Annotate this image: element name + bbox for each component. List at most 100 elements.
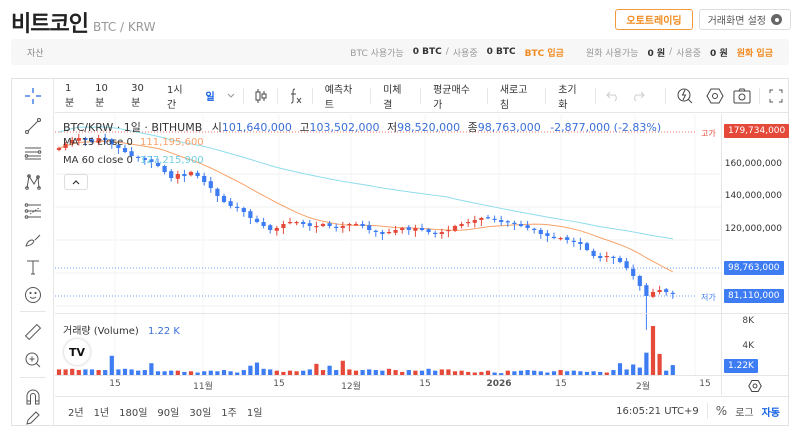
refresh-button[interactable]: 새로고침 — [499, 84, 528, 111]
interval-10min[interactable]: 10분 — [95, 82, 108, 109]
toolbar-divider — [370, 87, 372, 104]
high-label: 고 — [299, 121, 310, 134]
fib-tool[interactable] — [22, 200, 44, 222]
time-tick: 2026 — [486, 379, 512, 389]
interval-dropdown[interactable] — [223, 79, 239, 112]
krw-deposit-link[interactable]: 원화 입금 — [736, 48, 773, 59]
crosshair-tool[interactable] — [22, 85, 44, 107]
chevron-up-icon — [72, 179, 80, 184]
ma60-legend[interactable]: MA 60 close 0 127,215,900 — [63, 155, 204, 166]
interval-30min[interactable]: 30분 — [131, 82, 144, 109]
quick-search-button[interactable] — [670, 79, 701, 112]
pencil-icon — [26, 411, 40, 425]
ma15-legend[interactable]: MA 15 close 0 111,195,600 — [63, 137, 204, 148]
page-title: 비트코인 — [11, 12, 89, 37]
pattern-icon — [25, 174, 41, 190]
toolbar-divider — [486, 87, 488, 104]
range-1w[interactable]: 1주 — [221, 407, 237, 419]
page-header: 비트코인 BTC / KRW — [11, 6, 155, 37]
screen-settings-button[interactable]: 거래화면 설정 — [698, 9, 791, 30]
range-1d[interactable]: 1일 — [246, 407, 263, 419]
zoom-in-tool[interactable] — [22, 349, 44, 371]
low-marker: 저가 — [701, 293, 716, 302]
clock[interactable]: 16:05:21 UTC+9 — [616, 405, 699, 417]
avg-buy-price-button[interactable]: 평균매수가 — [433, 84, 470, 111]
range-30d[interactable]: 30일 — [189, 407, 212, 419]
range-180d[interactable]: 180일 — [119, 407, 148, 419]
range-2y[interactable]: 2년 — [68, 407, 84, 419]
range-90d[interactable]: 90일 — [157, 407, 180, 419]
fullscreen-button[interactable] — [764, 79, 788, 112]
asset-label: 자산 — [27, 48, 44, 59]
btc-deposit-link[interactable]: BTC 입금 — [524, 48, 564, 59]
trend-line-tool[interactable] — [22, 115, 44, 137]
indicators-button[interactable] — [282, 79, 307, 112]
price-tick: 120,000,000 — [724, 224, 782, 234]
tool-divider — [20, 377, 46, 378]
camera-icon — [733, 88, 751, 103]
emoji-icon — [25, 287, 41, 303]
ma60-value: 127,215,900 — [140, 155, 204, 166]
time-tick: 11월 — [193, 382, 213, 392]
chart-container: 1분 10분 30분 1시간 일 예측차트 미체결 평균매수가 새로고침 초기화 — [11, 78, 790, 426]
krw-in-use-value: 0 원 — [710, 48, 728, 59]
tradingview-icon: TV — [68, 345, 86, 359]
magnet-tool[interactable] — [22, 386, 44, 408]
ma15-label: MA 15 close 0 — [63, 137, 133, 148]
btc-in-use-value: 0 BTC — [486, 47, 516, 57]
undo-button[interactable] — [600, 79, 625, 112]
pattern-tool[interactable] — [22, 171, 44, 193]
reset-button[interactable]: 초기화 — [558, 84, 577, 111]
pane-divider[interactable] — [55, 313, 788, 314]
parallel-channel-tool[interactable] — [22, 142, 44, 164]
redo-button[interactable] — [626, 79, 651, 112]
emoji-tool[interactable] — [22, 284, 44, 306]
price-axis[interactable]: 179,734,000 160,000,000 140,000,000 120,… — [721, 114, 790, 389]
interval-day[interactable]: 일 — [205, 92, 215, 103]
time-tick: 15 — [699, 379, 711, 389]
fullscreen-icon — [769, 89, 783, 102]
slash: / — [669, 47, 673, 57]
axis-settings-button[interactable] — [721, 375, 788, 395]
trend-line-icon — [25, 118, 41, 134]
auto-scale-toggle[interactable]: 자동 — [761, 407, 780, 419]
low-value: 98,520,000 — [397, 121, 461, 134]
forecast-chart-button[interactable]: 예측차트 — [324, 84, 353, 111]
screen-settings-label: 거래화면 설정 — [707, 16, 766, 27]
high-value: 103,502,000 — [309, 121, 380, 134]
price-tick: 160,000,000 — [724, 159, 782, 169]
chart-toolbar: 1분 10분 30분 1시간 일 예측차트 미체결 평균매수가 새로고침 초기화 — [55, 79, 788, 113]
fib-icon — [24, 203, 41, 219]
close-value: 98,763,000 — [477, 121, 541, 134]
candlestick-icon — [255, 88, 267, 103]
screenshot-button[interactable] — [728, 79, 755, 112]
volume-tick: 4K — [742, 341, 754, 351]
log-toggle[interactable]: 로그 — [735, 407, 754, 419]
toolbar-divider — [665, 87, 666, 104]
ruler-tool[interactable] — [22, 321, 44, 343]
drawing-toolbar — [12, 79, 54, 425]
settings-hexagon-icon — [705, 88, 724, 103]
interval-1min[interactable]: 1분 — [65, 82, 75, 109]
collapse-legend-button[interactable] — [64, 174, 88, 190]
zoom-in-icon — [25, 352, 41, 368]
chart-settings-button[interactable] — [701, 79, 728, 112]
percent-toggle[interactable]: % — [715, 404, 728, 418]
brush-icon — [25, 234, 41, 247]
pencil-tool[interactable] — [22, 411, 44, 425]
auto-trading-button[interactable]: 오토트레이딩 — [615, 9, 693, 30]
candlestick-chart[interactable] — [55, 114, 721, 389]
time-axis[interactable]: 15 11월 15 12월 15 2026 15 2월 15 — [55, 375, 721, 395]
search-bolt-icon — [677, 88, 693, 103]
chart-type-button[interactable] — [248, 79, 273, 112]
tradingview-logo[interactable]: TV — [64, 339, 90, 365]
brush-tool[interactable] — [22, 229, 44, 251]
redo-icon — [634, 91, 646, 101]
range-1y[interactable]: 1년 — [93, 407, 110, 419]
ma15-value: 111,195,600 — [140, 137, 204, 148]
interval-1hour[interactable]: 1시간 — [167, 84, 183, 111]
unfilled-orders-button[interactable]: 미체결 — [383, 84, 402, 111]
asset-bar: 자산 BTC 사용가능 0 BTC / 사용중 0 BTC BTC 입금 원화 … — [11, 39, 789, 65]
slash: / — [445, 47, 449, 57]
text-tool[interactable] — [22, 256, 44, 278]
